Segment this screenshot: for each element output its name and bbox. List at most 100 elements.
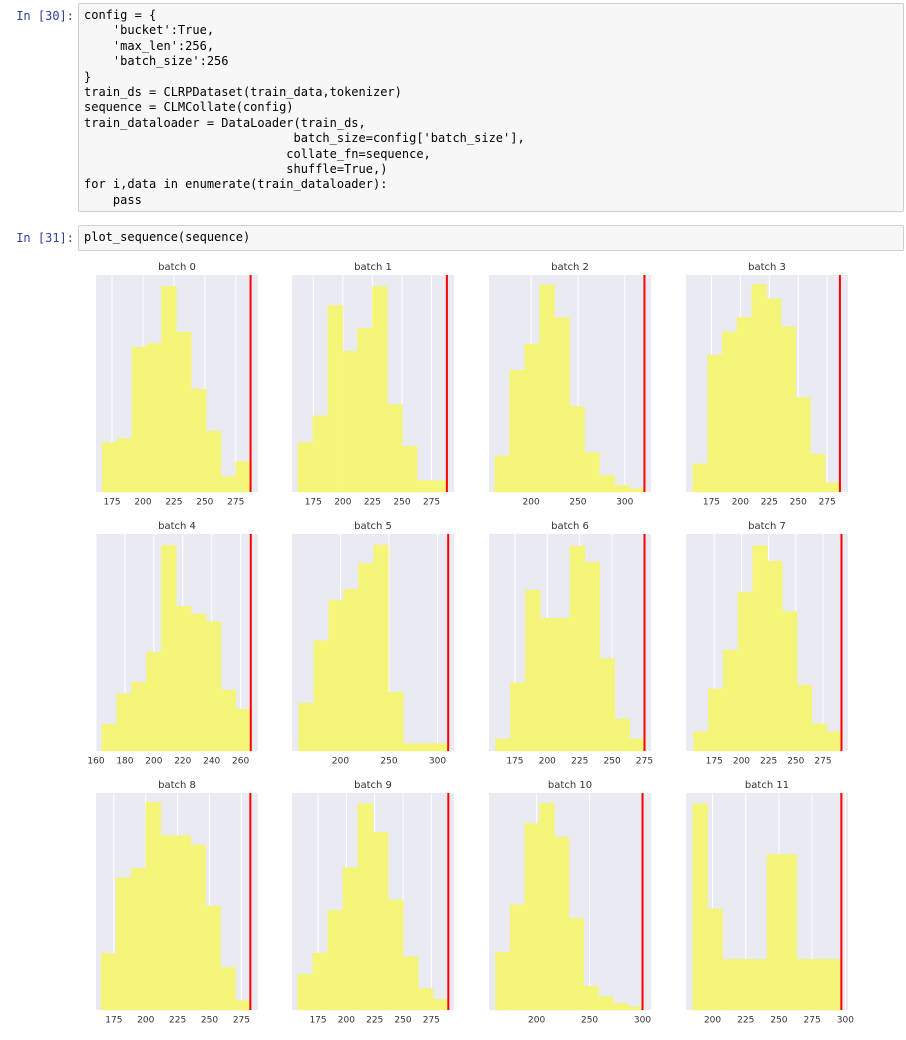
bar bbox=[115, 877, 132, 1011]
bar bbox=[298, 702, 314, 752]
x-tick-label: 200 bbox=[733, 757, 750, 767]
chart-title: batch 1 bbox=[354, 262, 392, 273]
bar bbox=[824, 482, 841, 493]
bar bbox=[510, 682, 526, 752]
x-tick-label: 200 bbox=[137, 1016, 154, 1026]
x-tick-label: 225 bbox=[364, 498, 381, 508]
bar bbox=[205, 430, 222, 493]
bar bbox=[101, 724, 117, 752]
bar bbox=[539, 618, 556, 752]
bar bbox=[205, 905, 221, 1011]
x-tick-label: 225 bbox=[169, 1016, 186, 1026]
x-tick-label: 225 bbox=[571, 757, 588, 767]
chart-title: batch 3 bbox=[748, 262, 786, 273]
bar bbox=[130, 868, 147, 1011]
code-line: train_ds = CLRPDataset(train_data,tokeni… bbox=[84, 84, 402, 99]
x-tick-label: 275 bbox=[819, 498, 836, 508]
bar bbox=[328, 599, 344, 752]
bar bbox=[235, 708, 252, 752]
bar bbox=[145, 802, 162, 1011]
bar bbox=[796, 684, 813, 752]
x-tick-label: 260 bbox=[232, 757, 249, 767]
bar bbox=[131, 347, 147, 493]
bar bbox=[220, 967, 236, 1011]
bar bbox=[205, 621, 222, 752]
bar bbox=[146, 651, 162, 752]
bar bbox=[160, 835, 176, 1011]
x-tick-label: 250 bbox=[569, 498, 586, 508]
bar bbox=[780, 326, 797, 493]
x-tick-label: 275 bbox=[423, 1016, 440, 1026]
x-tick-label: 300 bbox=[837, 1016, 854, 1026]
bar bbox=[627, 1006, 643, 1011]
bar bbox=[432, 743, 449, 752]
bar bbox=[707, 354, 723, 493]
chart-title: batch 6 bbox=[551, 521, 589, 532]
bar bbox=[525, 590, 541, 752]
bar bbox=[553, 836, 570, 1011]
x-tick-label: 250 bbox=[380, 757, 397, 767]
x-tick-label: 225 bbox=[761, 498, 778, 508]
bar bbox=[131, 682, 147, 752]
code-line: shuffle=True,) bbox=[84, 161, 388, 176]
chart-title: batch 8 bbox=[158, 780, 196, 791]
bar bbox=[235, 1000, 251, 1011]
bar bbox=[100, 953, 117, 1011]
bar bbox=[342, 350, 358, 493]
x-tick-label: 200 bbox=[134, 498, 151, 508]
bar bbox=[357, 328, 373, 493]
bar bbox=[297, 442, 314, 493]
chart-title: batch 7 bbox=[748, 521, 786, 532]
x-tick-label: 300 bbox=[634, 1016, 651, 1026]
x-tick-label: 200 bbox=[334, 498, 351, 508]
x-tick-label: 175 bbox=[309, 1016, 326, 1026]
code-line: plot_sequence(sequence) bbox=[84, 230, 251, 244]
x-tick-label: 175 bbox=[305, 498, 322, 508]
bar bbox=[388, 691, 404, 752]
code-line: collate_fn=sequence, bbox=[84, 146, 431, 161]
bar bbox=[781, 854, 797, 1011]
bar bbox=[826, 731, 842, 752]
bar bbox=[372, 831, 389, 1011]
x-tick-label: 200 bbox=[539, 757, 556, 767]
bar bbox=[116, 438, 133, 493]
x-tick-label: 250 bbox=[770, 1016, 787, 1026]
bar bbox=[722, 650, 739, 752]
prompt: In [31]: bbox=[16, 231, 74, 245]
x-tick-label: 250 bbox=[604, 757, 621, 767]
bar bbox=[101, 442, 118, 493]
bar bbox=[737, 959, 753, 1011]
bar bbox=[693, 731, 709, 752]
x-tick-label: 200 bbox=[338, 1016, 355, 1026]
bar bbox=[190, 613, 207, 752]
bar bbox=[190, 844, 206, 1011]
x-tick-label: 225 bbox=[165, 498, 182, 508]
bar bbox=[707, 908, 723, 1011]
x-tick-label: 225 bbox=[737, 1016, 754, 1026]
bar bbox=[612, 1002, 629, 1011]
code-cell[interactable]: config = { 'bucket':True, 'max_len':256,… bbox=[78, 3, 904, 212]
code-line: pass bbox=[84, 192, 142, 207]
bar bbox=[539, 284, 555, 493]
bar bbox=[343, 588, 359, 752]
bar bbox=[176, 331, 192, 493]
chart-title: batch 4 bbox=[158, 521, 196, 532]
bar bbox=[692, 463, 708, 493]
x-tick-label: 300 bbox=[429, 757, 446, 767]
bar bbox=[598, 996, 614, 1011]
bar bbox=[524, 343, 540, 493]
bar bbox=[810, 454, 826, 493]
bar bbox=[509, 370, 525, 493]
bar bbox=[431, 480, 448, 493]
code-line: for i,data in enumerate(train_dataloader… bbox=[84, 177, 388, 192]
bar bbox=[811, 723, 827, 752]
bar bbox=[495, 952, 511, 1011]
bar bbox=[312, 415, 328, 493]
x-tick-label: 200 bbox=[332, 757, 349, 767]
x-tick-label: 225 bbox=[760, 757, 777, 767]
code-line: config = { bbox=[84, 8, 157, 22]
bar bbox=[357, 803, 374, 1011]
code-cell[interactable]: plot_sequence(sequence) bbox=[78, 225, 904, 251]
